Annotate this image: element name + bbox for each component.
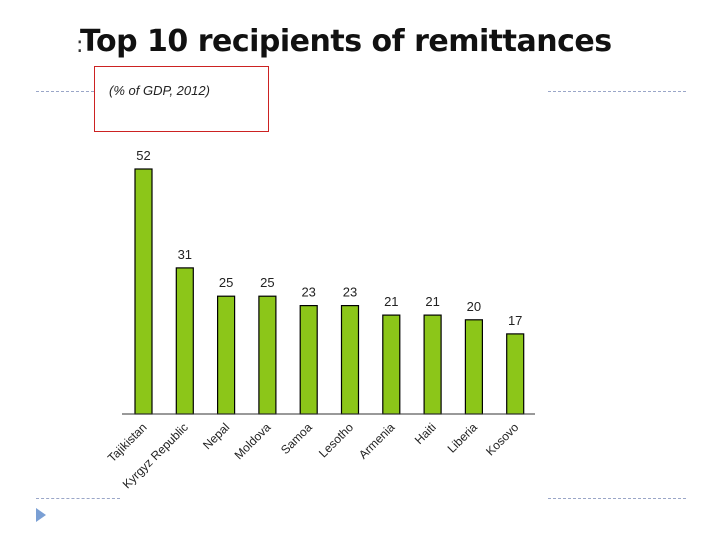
bar-tajikistan <box>134 168 153 415</box>
bar-samoa <box>299 305 318 415</box>
bar-liberia <box>464 319 483 415</box>
top-right-divider <box>548 91 686 92</box>
category-label: Haiti <box>412 420 439 447</box>
triangle-right-icon <box>36 508 46 522</box>
data-label: 31 <box>178 247 192 262</box>
bottom-left-divider <box>36 498 120 499</box>
title-marker: : <box>76 33 84 58</box>
category-label: Nepal <box>200 420 232 452</box>
subtitle-box: (% of GDP, 2012) <box>94 66 269 132</box>
data-label: 21 <box>425 294 439 309</box>
data-label: 20 <box>467 299 481 314</box>
chart-subtitle: (% of GDP, 2012) <box>109 83 210 98</box>
page-title: Top 10 recipients of remittances <box>80 24 612 59</box>
data-label: 25 <box>260 275 274 290</box>
category-label: Moldova <box>232 420 274 462</box>
data-label: 52 <box>136 148 150 163</box>
category-label: Samoa <box>278 420 315 457</box>
bars-layer <box>134 168 525 415</box>
top-left-divider <box>36 91 94 92</box>
bar-kosovo <box>506 333 525 415</box>
bar-lesotho <box>340 305 360 415</box>
data-label: 23 <box>301 285 315 300</box>
data-label: 17 <box>508 313 522 328</box>
category-label: Kosovo <box>483 420 521 458</box>
bar-nepal <box>217 295 236 415</box>
bottom-right-divider <box>548 498 686 499</box>
data-labels-layer: 52 31 25 25 23 23 21 21 20 17 <box>136 148 522 328</box>
data-label: 21 <box>384 294 398 309</box>
bar-kyrgyz-republic <box>175 267 194 415</box>
bar-haiti <box>423 314 442 415</box>
category-label: Armenia <box>356 420 398 462</box>
category-label: Liberia <box>445 420 481 456</box>
bar-moldova <box>258 295 277 415</box>
bar-armenia <box>382 314 401 415</box>
data-label: 25 <box>219 275 233 290</box>
category-label: Lesotho <box>316 420 356 460</box>
data-label: 23 <box>343 285 357 300</box>
